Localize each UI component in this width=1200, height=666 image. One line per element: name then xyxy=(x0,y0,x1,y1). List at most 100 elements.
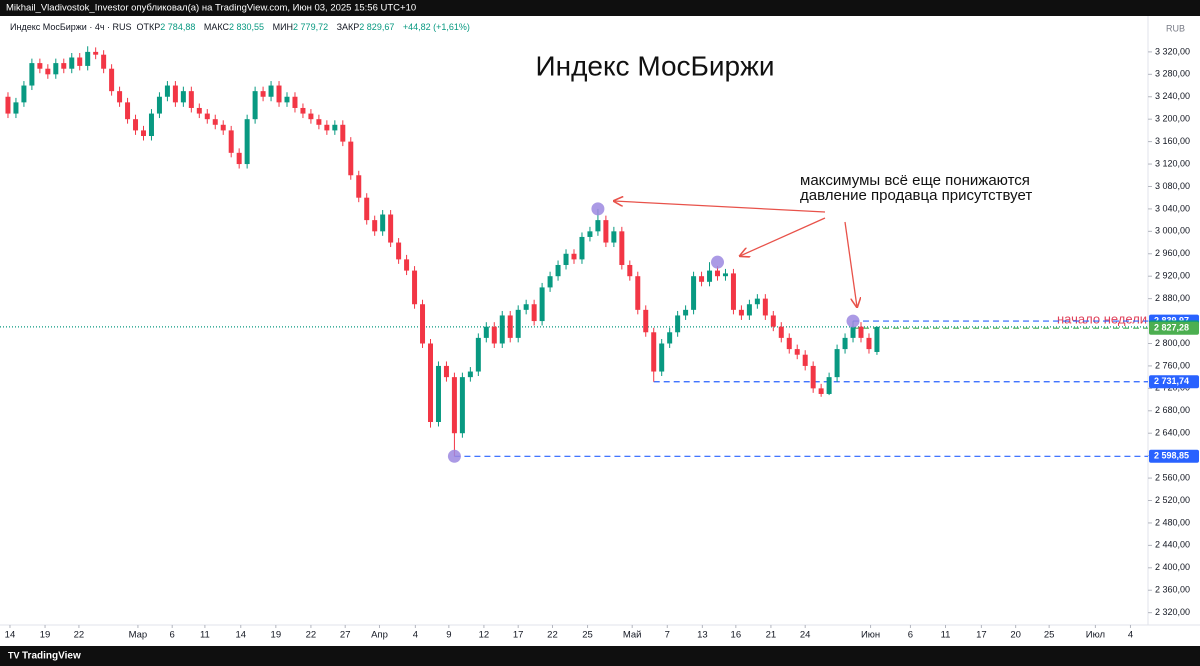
candle-body xyxy=(37,63,43,69)
price-label-box xyxy=(1149,321,1199,335)
logo-icon: TV xyxy=(8,650,20,660)
x-tick-label: 4 xyxy=(1128,630,1133,641)
candle-body xyxy=(196,107,202,114)
candle-body xyxy=(69,57,75,69)
y-tick-label: 2 800,00 xyxy=(1155,338,1190,348)
y-tick-label: 3 240,00 xyxy=(1155,91,1190,101)
candle-body xyxy=(802,354,808,366)
symbol: Индекс МосБиржи · 4ч · RUS xyxy=(10,22,132,32)
y-tick-label: 2 880,00 xyxy=(1155,293,1190,303)
candle-body xyxy=(308,113,314,120)
candle-body xyxy=(244,119,250,165)
legend-value: 2 784,88 xyxy=(160,22,196,32)
candle-body xyxy=(842,337,848,350)
candle-body xyxy=(683,309,689,316)
candle-body xyxy=(627,264,633,277)
x-tick-label: 25 xyxy=(582,630,593,641)
candle-body xyxy=(372,220,378,232)
candle-body xyxy=(874,326,880,352)
candle-body xyxy=(459,377,465,434)
currency: RUB xyxy=(1166,23,1185,33)
y-tick-label: 2 760,00 xyxy=(1155,360,1190,370)
y-tick-label: 3 040,00 xyxy=(1155,203,1190,213)
marker xyxy=(711,255,724,269)
candle-body xyxy=(228,130,234,153)
candle-body xyxy=(770,315,776,327)
candle-body xyxy=(818,388,824,394)
candle-body xyxy=(619,231,625,265)
candle-body xyxy=(571,253,577,260)
x-tick-label: Май xyxy=(623,630,642,641)
candle-body xyxy=(707,270,713,282)
candle-body xyxy=(300,107,306,114)
candle-body xyxy=(675,315,681,333)
candle-body xyxy=(667,332,673,344)
x-tick-label: 16 xyxy=(731,630,742,641)
price-label: 2 598,85 xyxy=(1154,451,1189,461)
candle-body xyxy=(180,91,186,103)
y-tick-label: 2 320,00 xyxy=(1155,607,1190,617)
marker xyxy=(846,314,860,328)
candle-body xyxy=(236,152,242,165)
candle-body xyxy=(555,264,561,277)
candle-body xyxy=(332,124,338,131)
x-tick-label: Мар xyxy=(129,630,148,641)
candle-body xyxy=(133,119,139,131)
arrow xyxy=(614,201,826,213)
candle-body xyxy=(141,130,146,137)
candle-body xyxy=(435,365,441,422)
candle-body xyxy=(754,298,760,305)
candle-body xyxy=(164,85,170,97)
candle-body xyxy=(451,377,457,434)
candle-body xyxy=(428,343,433,422)
candle-body xyxy=(475,337,481,372)
candle-body xyxy=(316,119,322,125)
candle-body xyxy=(388,214,394,243)
candle-body xyxy=(364,197,370,221)
candle-body xyxy=(5,96,11,114)
candle-body xyxy=(172,85,178,103)
candle-body xyxy=(850,326,856,338)
candle-body xyxy=(826,377,832,394)
candle-body xyxy=(483,326,489,338)
candle-body xyxy=(810,365,816,389)
candle-body xyxy=(117,91,123,103)
candle-body xyxy=(587,231,593,237)
legend-label: МАКС xyxy=(203,22,230,32)
price-label: 2 827,28 xyxy=(1154,323,1189,333)
y-tick-label: 2 520,00 xyxy=(1155,495,1190,505)
x-tick-label: 6 xyxy=(170,630,175,641)
x-tick-label: 9 xyxy=(446,630,451,641)
candle-body xyxy=(260,91,266,97)
y-tick-label: 2 560,00 xyxy=(1155,472,1190,482)
candle-body xyxy=(13,102,19,114)
candle-body xyxy=(563,253,569,265)
candle-body xyxy=(45,68,51,75)
candle-body xyxy=(635,276,641,310)
candle-body xyxy=(515,309,521,338)
candle-body xyxy=(499,315,505,344)
candle-body xyxy=(778,326,784,338)
candle-body xyxy=(380,214,386,232)
y-tick-label: 3 120,00 xyxy=(1155,158,1190,168)
candle-body xyxy=(547,276,553,288)
x-tick-label: 17 xyxy=(513,630,524,641)
x-tick-label: 24 xyxy=(800,630,811,641)
candle-body xyxy=(762,298,768,316)
y-tick-label: 3 280,00 xyxy=(1155,69,1190,79)
candle-body xyxy=(204,113,210,120)
candle-body xyxy=(156,96,162,114)
x-tick-label: 19 xyxy=(271,630,282,641)
x-tick-label: 4 xyxy=(413,630,418,641)
candle-body xyxy=(691,276,697,310)
candle-body xyxy=(611,231,617,243)
marker xyxy=(447,449,461,463)
x-tick-label: 11 xyxy=(941,630,951,641)
x-tick-label: 12 xyxy=(479,630,490,641)
candle-body xyxy=(738,309,744,316)
x-tick-label: 7 xyxy=(665,630,670,641)
candle-body xyxy=(491,326,497,344)
candle-body xyxy=(603,220,609,243)
y-tick-label: 2 400,00 xyxy=(1155,562,1190,572)
